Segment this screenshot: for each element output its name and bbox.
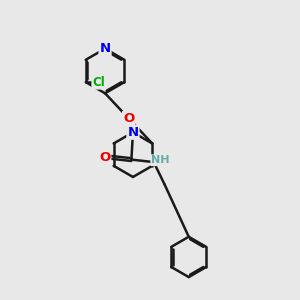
Text: Cl: Cl xyxy=(92,76,105,88)
Text: NH: NH xyxy=(151,155,170,165)
Text: O: O xyxy=(123,112,134,125)
Text: N: N xyxy=(100,42,111,55)
Text: O: O xyxy=(99,151,110,164)
Text: N: N xyxy=(128,126,139,139)
